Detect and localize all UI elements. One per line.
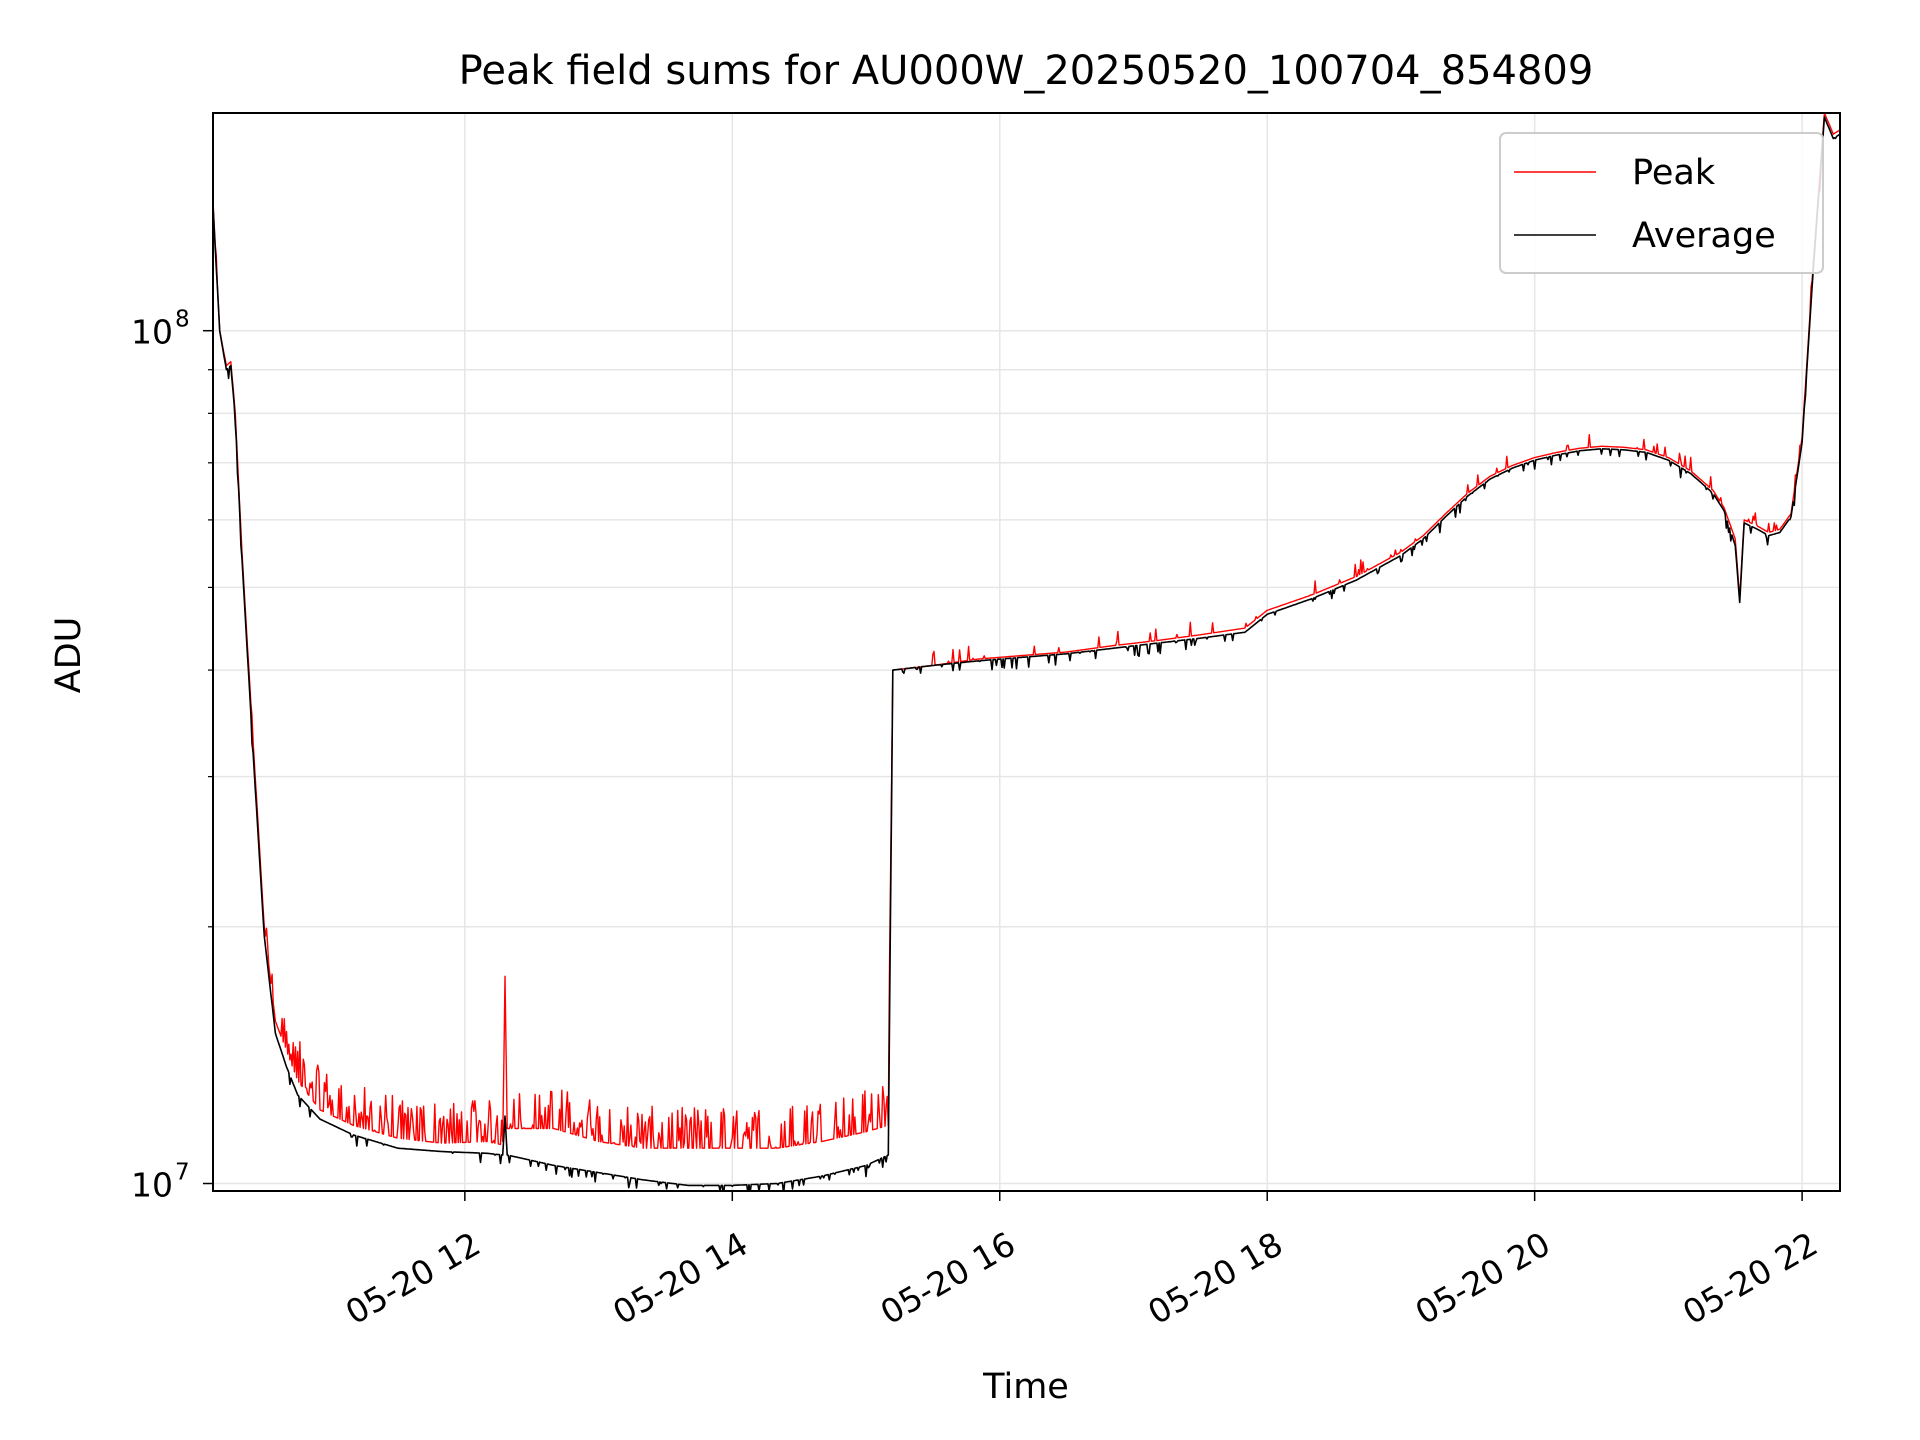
y-tick-exponent: 8 xyxy=(175,307,190,333)
legend-box xyxy=(1499,132,1824,274)
legend-average-label: Average xyxy=(1632,216,1776,256)
x-axis-label: Time xyxy=(982,1367,1069,1407)
peak-series-line xyxy=(213,113,1840,1149)
grid-lines xyxy=(213,113,1840,1191)
y-axis-label: ADU xyxy=(49,617,89,694)
legend-peak-label: Peak xyxy=(1632,153,1716,193)
average-series-line xyxy=(213,116,1840,1191)
y-tick-exponent: 7 xyxy=(175,1160,190,1186)
axes-frame xyxy=(212,112,1841,1192)
y-tick-label: 10 xyxy=(131,1166,173,1205)
legend: Peak Average xyxy=(1499,132,1824,274)
y-tick-label: 10 xyxy=(131,313,173,352)
chart-title: Peak field sums for AU000W_20250520_1007… xyxy=(459,48,1594,94)
plot-area xyxy=(213,113,1840,1191)
